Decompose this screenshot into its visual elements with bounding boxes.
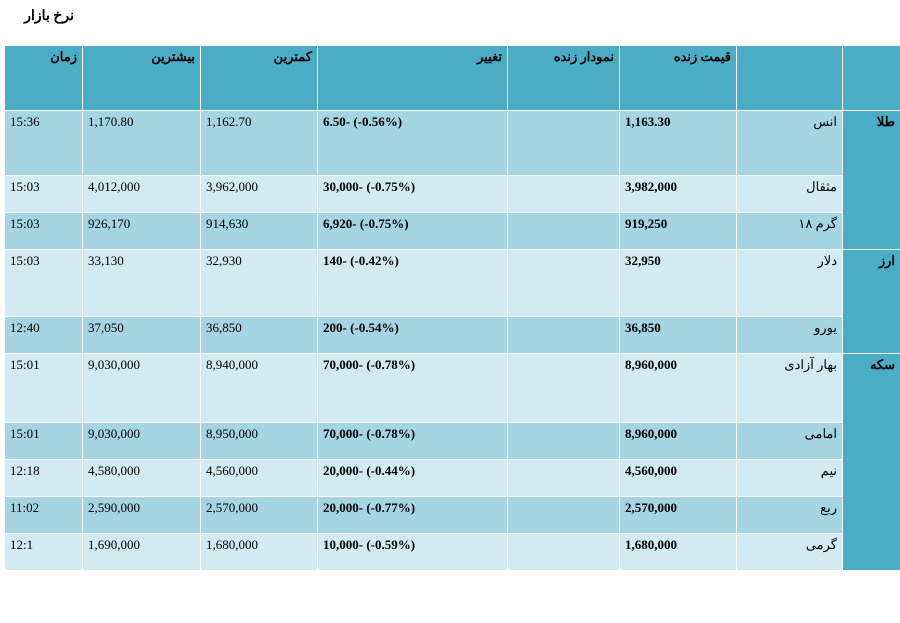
item-name: ربع <box>736 496 843 534</box>
table-row: مثقال 3,982,000 30,000- (-0.75%) 3,962,0… <box>4 175 900 213</box>
high-value: 4,012,000 <box>82 175 201 213</box>
change-value: 70,000- (-0.78%) <box>317 353 508 423</box>
high-value: 2,590,000 <box>82 496 201 534</box>
table-row: گرمی 1,680,000 10,000- (-0.59%) 1,680,00… <box>4 533 900 571</box>
table-header-row: قیمت زنده نمودار زنده تغییر کمترین بیشتر… <box>4 45 900 111</box>
table-row: نیم 4,560,000 20,000- (-0.44%) 4,560,000… <box>4 459 900 497</box>
live-price: 8,960,000 <box>619 353 737 423</box>
table-row: ارز دلار 32,950 140- (-0.42%) 32,930 33,… <box>4 249 900 354</box>
live-price: 8,960,000 <box>619 422 737 460</box>
time-value: 15:03 <box>4 249 83 317</box>
change-value: 20,000- (-0.44%) <box>317 459 508 497</box>
high-value: 9,030,000 <box>82 353 201 423</box>
high-value: 1,690,000 <box>82 533 201 571</box>
low-value: 1,162.70 <box>200 110 318 176</box>
header-group <box>842 45 900 111</box>
table-row: سکه بهار آزادی 8,960,000 70,000- (-0.78%… <box>4 353 900 571</box>
live-chart-cell <box>507 212 620 250</box>
time-value: 15:03 <box>4 212 83 250</box>
item-name: گرمی <box>736 533 843 571</box>
live-chart-cell <box>507 533 620 571</box>
live-price: 36,850 <box>619 316 737 354</box>
live-chart-cell <box>507 459 620 497</box>
table-row: یورو 36,850 200- (-0.54%) 36,850 37,050 … <box>4 316 900 354</box>
high-value: 1,170.80 <box>82 110 201 176</box>
live-chart-cell <box>507 353 620 423</box>
low-value: 8,940,000 <box>200 353 318 423</box>
change-value: 10,000- (-0.59%) <box>317 533 508 571</box>
live-price: 1,163.30 <box>619 110 737 176</box>
live-chart-cell <box>507 175 620 213</box>
live-price: 2,570,000 <box>619 496 737 534</box>
item-name: امامی <box>736 422 843 460</box>
group-label-coin: سکه <box>842 353 900 571</box>
change-value: 20,000- (-0.77%) <box>317 496 508 534</box>
table-row: امامی 8,960,000 70,000- (-0.78%) 8,950,0… <box>4 422 900 460</box>
high-value: 33,130 <box>82 249 201 317</box>
header-item <box>736 45 843 111</box>
table-row: طلا انس 1,163.30 6.50- (-0.56%) 1,162.70… <box>4 110 900 250</box>
header-change: تغییر <box>317 45 508 111</box>
low-value: 3,962,000 <box>200 175 318 213</box>
change-value: 30,000- (-0.75%) <box>317 175 508 213</box>
change-value: 6.50- (-0.56%) <box>317 110 508 176</box>
table-row: ربع 2,570,000 20,000- (-0.77%) 2,570,000… <box>4 496 900 534</box>
header-live-chart: نمودار زنده <box>507 45 620 111</box>
low-value: 8,950,000 <box>200 422 318 460</box>
live-chart-cell <box>507 422 620 460</box>
market-rates-table: قیمت زنده نمودار زنده تغییر کمترین بیشتر… <box>4 45 900 571</box>
low-value: 2,570,000 <box>200 496 318 534</box>
change-value: 70,000- (-0.78%) <box>317 422 508 460</box>
live-price: 3,982,000 <box>619 175 737 213</box>
high-value: 926,170 <box>82 212 201 250</box>
header-live-price: قیمت زنده <box>619 45 737 111</box>
time-value: 15:01 <box>4 353 83 423</box>
low-value: 1,680,000 <box>200 533 318 571</box>
page-title: نرخ بازار <box>24 9 74 24</box>
live-price: 32,950 <box>619 249 737 317</box>
time-value: 11:02 <box>4 496 83 534</box>
item-name: مثقال <box>736 175 843 213</box>
change-value: 6,920- (-0.75%) <box>317 212 508 250</box>
item-name: بهار آزادی <box>736 353 843 423</box>
item-name: دلار <box>736 249 843 317</box>
live-price: 919,250 <box>619 212 737 250</box>
low-value: 32,930 <box>200 249 318 317</box>
header-high: بیشترین <box>82 45 201 111</box>
time-value: 12:18 <box>4 459 83 497</box>
time-value: 15:03 <box>4 175 83 213</box>
live-chart-cell <box>507 316 620 354</box>
item-name: انس <box>736 110 843 176</box>
live-chart-cell <box>507 249 620 317</box>
live-price: 4,560,000 <box>619 459 737 497</box>
header-time: زمان <box>4 45 83 111</box>
low-value: 914,630 <box>200 212 318 250</box>
header-low: کمترین <box>200 45 318 111</box>
change-value: 200- (-0.54%) <box>317 316 508 354</box>
high-value: 37,050 <box>82 316 201 354</box>
time-value: 15:01 <box>4 422 83 460</box>
time-value: 15:36 <box>4 110 83 176</box>
group-label-gold: طلا <box>842 110 900 250</box>
live-chart-cell <box>507 496 620 534</box>
group-label-currency: ارز <box>842 249 900 354</box>
high-value: 4,580,000 <box>82 459 201 497</box>
item-name: نیم <box>736 459 843 497</box>
time-value: 12:1 <box>4 533 83 571</box>
item-name: گرم ۱۸ <box>736 212 843 250</box>
live-chart-cell <box>507 110 620 176</box>
time-value: 12:40 <box>4 316 83 354</box>
high-value: 9,030,000 <box>82 422 201 460</box>
table-row: گرم ۱۸ 919,250 6,920- (-0.75%) 914,630 9… <box>4 212 900 250</box>
change-value: 140- (-0.42%) <box>317 249 508 317</box>
low-value: 4,560,000 <box>200 459 318 497</box>
live-price: 1,680,000 <box>619 533 737 571</box>
low-value: 36,850 <box>200 316 318 354</box>
item-name: یورو <box>736 316 843 354</box>
